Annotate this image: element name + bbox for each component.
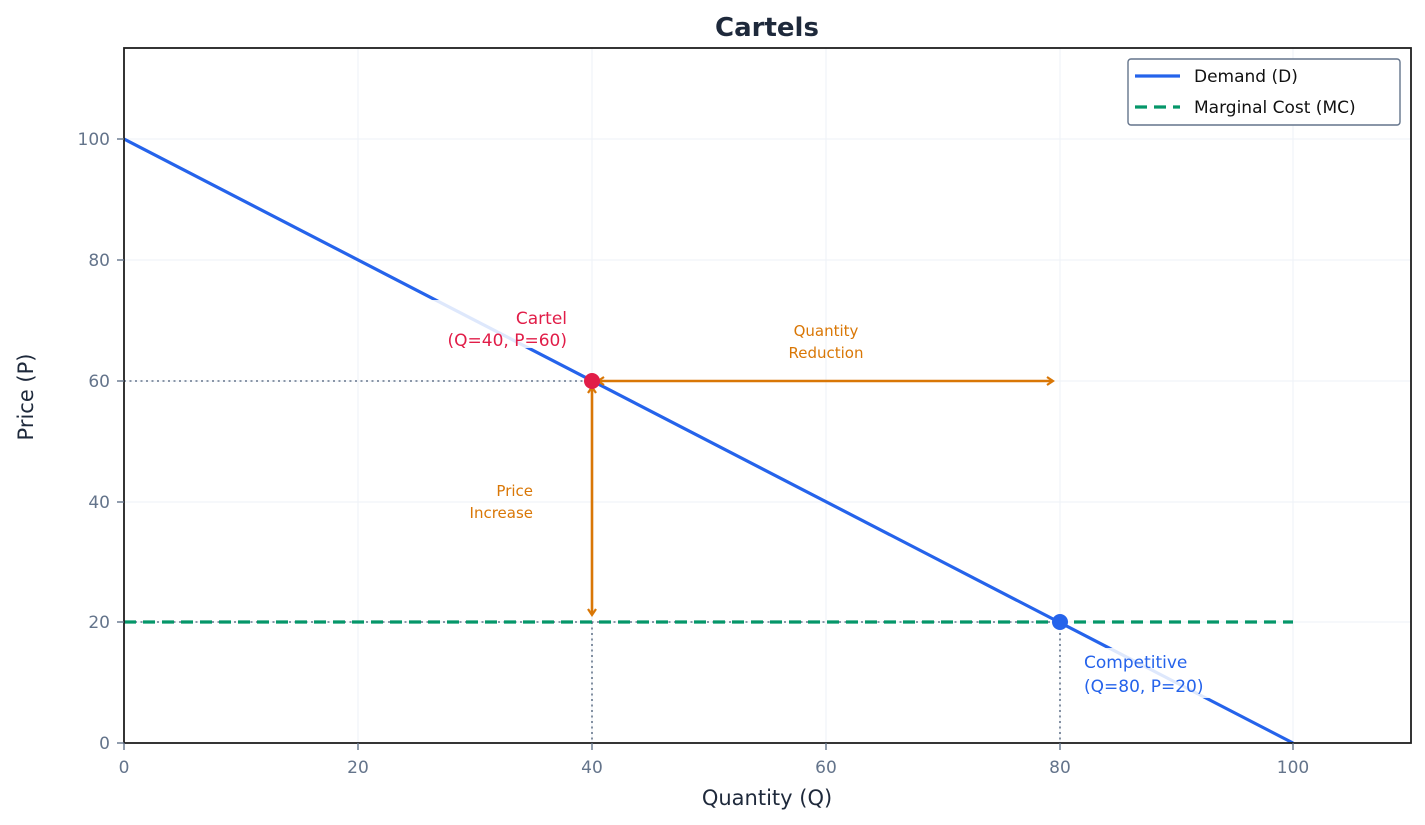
- x-axis: 0 20 40 60 80 100: [119, 743, 1309, 778]
- x-tick-80: 80: [1049, 758, 1071, 778]
- y-tick-40: 40: [88, 493, 110, 513]
- legend-demand-label: Demand (D): [1194, 67, 1298, 87]
- x-tick-100: 100: [1277, 758, 1309, 778]
- legend-mc-label: Marginal Cost (MC): [1194, 98, 1356, 118]
- price-increase-label-line2: Increase: [470, 504, 533, 522]
- gridlines: [124, 48, 1411, 743]
- y-axis: 0 20 40 60 80 100: [78, 130, 124, 754]
- competitive-label-line1: Competitive: [1084, 653, 1187, 673]
- cartel-label-line2: (Q=40, P=60): [448, 331, 567, 351]
- demand-line: [123, 137, 1294, 745]
- cartel-label-line1: Cartel: [516, 309, 567, 329]
- x-tick-0: 0: [119, 758, 130, 778]
- quantity-reduction-label-line1: Quantity: [794, 322, 859, 340]
- y-tick-100: 100: [78, 130, 110, 150]
- price-increase-label-line1: Price: [496, 482, 533, 500]
- x-tick-40: 40: [581, 758, 603, 778]
- quantity-reduction-label-line2: Reduction: [789, 344, 864, 362]
- chart-title: Cartels: [715, 13, 819, 43]
- y-tick-80: 80: [88, 251, 110, 271]
- x-tick-20: 20: [347, 758, 369, 778]
- legend: Demand (D) Marginal Cost (MC): [1127, 58, 1401, 126]
- y-axis-label: Price (P): [14, 354, 38, 441]
- y-tick-60: 60: [88, 372, 110, 392]
- competitive-label-line2: (Q=80, P=20): [1084, 677, 1203, 697]
- y-tick-0: 0: [99, 734, 110, 754]
- cartel-point: [584, 373, 600, 389]
- x-tick-60: 60: [815, 758, 837, 778]
- x-axis-label: Quantity (Q): [702, 786, 832, 810]
- plot-frame: [123, 47, 1412, 744]
- competitive-point: [1052, 614, 1068, 630]
- y-tick-20: 20: [88, 613, 110, 633]
